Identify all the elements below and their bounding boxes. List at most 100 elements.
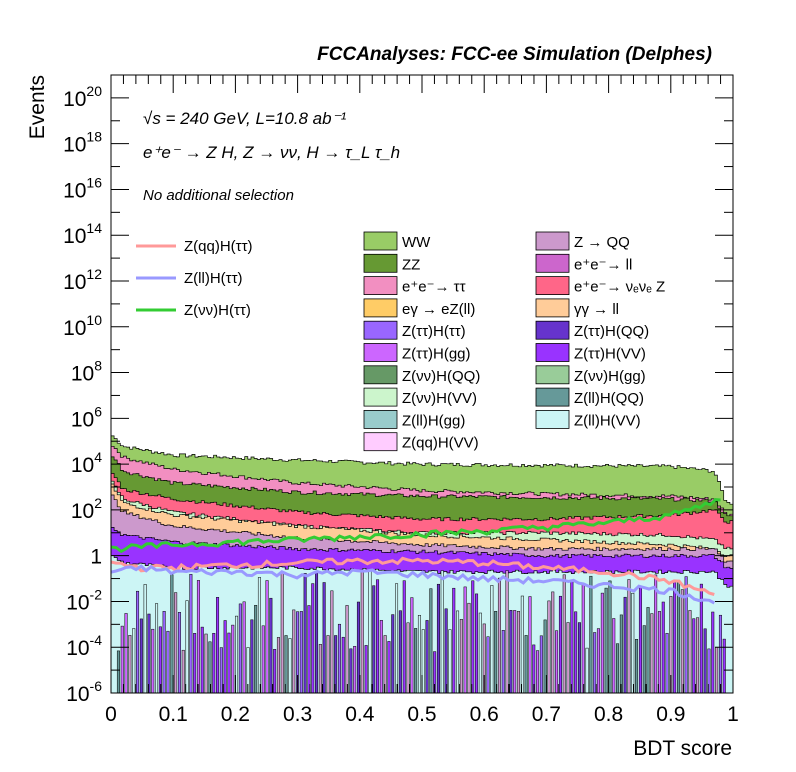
low-stat-bar <box>680 589 684 693</box>
low-stat-bar <box>193 633 197 693</box>
low-stat-bar <box>596 628 600 693</box>
legend-swatch <box>535 343 570 362</box>
low-stat-bar <box>356 601 360 693</box>
low-stat-bar <box>223 620 227 693</box>
low-stat-bar <box>406 622 410 693</box>
low-stat-bar <box>204 633 208 693</box>
low-stat-bar <box>238 603 242 693</box>
low-stat-bar <box>143 584 147 693</box>
low-stat-bar <box>345 605 349 693</box>
low-stat-bar <box>516 611 520 693</box>
low-stat-bar <box>635 639 639 693</box>
legend-label: e⁺e⁻→ ll <box>574 256 632 273</box>
legend-label: Z → QQ <box>574 234 630 251</box>
low-stat-bar <box>440 570 444 693</box>
legend-swatch <box>535 298 570 318</box>
low-stat-bar <box>360 571 364 693</box>
low-stat-bar <box>315 572 319 693</box>
legend-label: e⁺e⁻→ νₑνₑ Z <box>574 279 665 296</box>
low-stat-bar <box>353 646 357 693</box>
low-stat-bar <box>581 584 585 693</box>
y-tick-label: 104 <box>71 449 102 477</box>
legend-label: Z(ττ)H(gg) <box>402 346 471 363</box>
low-stat-bar <box>429 588 433 693</box>
selection-annotation: No additional selection <box>143 187 294 204</box>
background-legend: WW Z → QQ ZZ e⁺e⁻→ ll e⁺e⁻→ ττ e⁺e⁻→ νₑνₑ Z eγ… <box>363 231 665 452</box>
low-stat-bar <box>623 596 627 693</box>
low-stat-bar <box>269 597 273 693</box>
y-tick-label: 1012 <box>63 266 102 294</box>
legend-label: eγ → eZ(ll) <box>402 301 475 318</box>
low-stat-bar <box>395 583 399 693</box>
low-stat-bar <box>174 592 178 693</box>
low-stat-bar <box>642 625 646 693</box>
low-stat-bar <box>539 635 543 693</box>
low-stat-bar <box>482 623 486 693</box>
low-stat-bar <box>402 580 406 693</box>
low-stat-bar <box>646 607 650 693</box>
legend-swatch <box>363 276 398 296</box>
low-stat-bar <box>136 590 140 693</box>
low-stat-bar <box>509 610 513 693</box>
low-stat-bar <box>688 610 692 693</box>
x-tick-label: 0.4 <box>345 703 375 726</box>
legend-swatch <box>535 253 570 273</box>
low-stat-bar <box>200 626 204 693</box>
y-tick-label: 10-2 <box>66 586 102 614</box>
low-stat-bar <box>551 591 555 693</box>
legend-swatch <box>363 387 398 407</box>
low-stat-bar <box>387 641 391 693</box>
low-stat-bar <box>707 648 711 693</box>
low-stat-bar <box>627 579 631 693</box>
low-stat-bar <box>177 612 181 693</box>
y-axis-ticks: 10-6 10-4 10-2 1 102 104 106 108 1010 1012 1014 101… <box>63 74 733 706</box>
low-stat-bar <box>608 580 612 693</box>
low-stat-bar <box>364 645 368 693</box>
low-stat-bar <box>673 580 677 693</box>
low-stat-bar <box>292 609 296 693</box>
low-stat-bar <box>555 630 559 693</box>
low-stat-bar <box>337 623 341 693</box>
low-stat-bar <box>494 611 498 693</box>
low-stat-bar <box>322 582 326 693</box>
y-tick-label: 1014 <box>63 220 102 248</box>
low-stat-bar <box>677 580 681 693</box>
x-tick-label: 0.5 <box>407 703 436 726</box>
low-stat-bar <box>696 617 700 693</box>
low-stat-bar <box>189 574 193 693</box>
low-stat-bar <box>616 643 620 693</box>
low-stat-bar <box>654 574 658 693</box>
low-stat-bar <box>185 600 189 693</box>
legend-label: Z(ττ)H(QQ) <box>574 323 649 340</box>
low-stat-bar <box>219 647 223 693</box>
energy-luminosity-annotation: √s = 240 GeV, L=10.8 ab⁻¹ <box>143 109 347 128</box>
low-stat-bar <box>280 572 284 693</box>
low-stat-bar <box>349 648 353 693</box>
low-stat-bar <box>600 592 604 693</box>
low-stat-bar <box>486 636 490 693</box>
signal-line <box>111 556 715 596</box>
low-stat-bar <box>276 637 280 693</box>
signal-legend: Z(qq)H(ττ) Z(ll)H(ττ) Z(νν)H(ττ) <box>136 238 253 319</box>
low-stat-bar <box>459 619 463 693</box>
low-stat-bar <box>307 605 311 693</box>
low-stat-bar <box>242 601 246 693</box>
legend-swatch <box>535 320 570 340</box>
low-stat-bar <box>558 595 562 693</box>
low-stat-bar <box>368 570 372 693</box>
y-tick-label: 102 <box>71 495 102 523</box>
low-stat-bar <box>414 628 418 693</box>
y-tick-label: 1 <box>90 546 102 569</box>
process-annotation: e⁺e⁻ → Z H, Z → νν, H → τ_L τ_h <box>143 143 400 162</box>
y-tick-label: 106 <box>71 403 102 431</box>
low-stat-bar <box>425 620 429 693</box>
low-stat-bar <box>318 644 322 693</box>
low-stat-bar <box>619 614 623 693</box>
legend-label: Z(νν)H(VV) <box>402 390 477 407</box>
legend-swatch <box>363 432 398 452</box>
low-stat-bar <box>330 590 334 693</box>
low-stat-bar <box>417 615 421 693</box>
low-stat-bar <box>303 573 307 693</box>
low-stat-bar <box>212 633 216 693</box>
low-stat-bar <box>147 613 151 693</box>
